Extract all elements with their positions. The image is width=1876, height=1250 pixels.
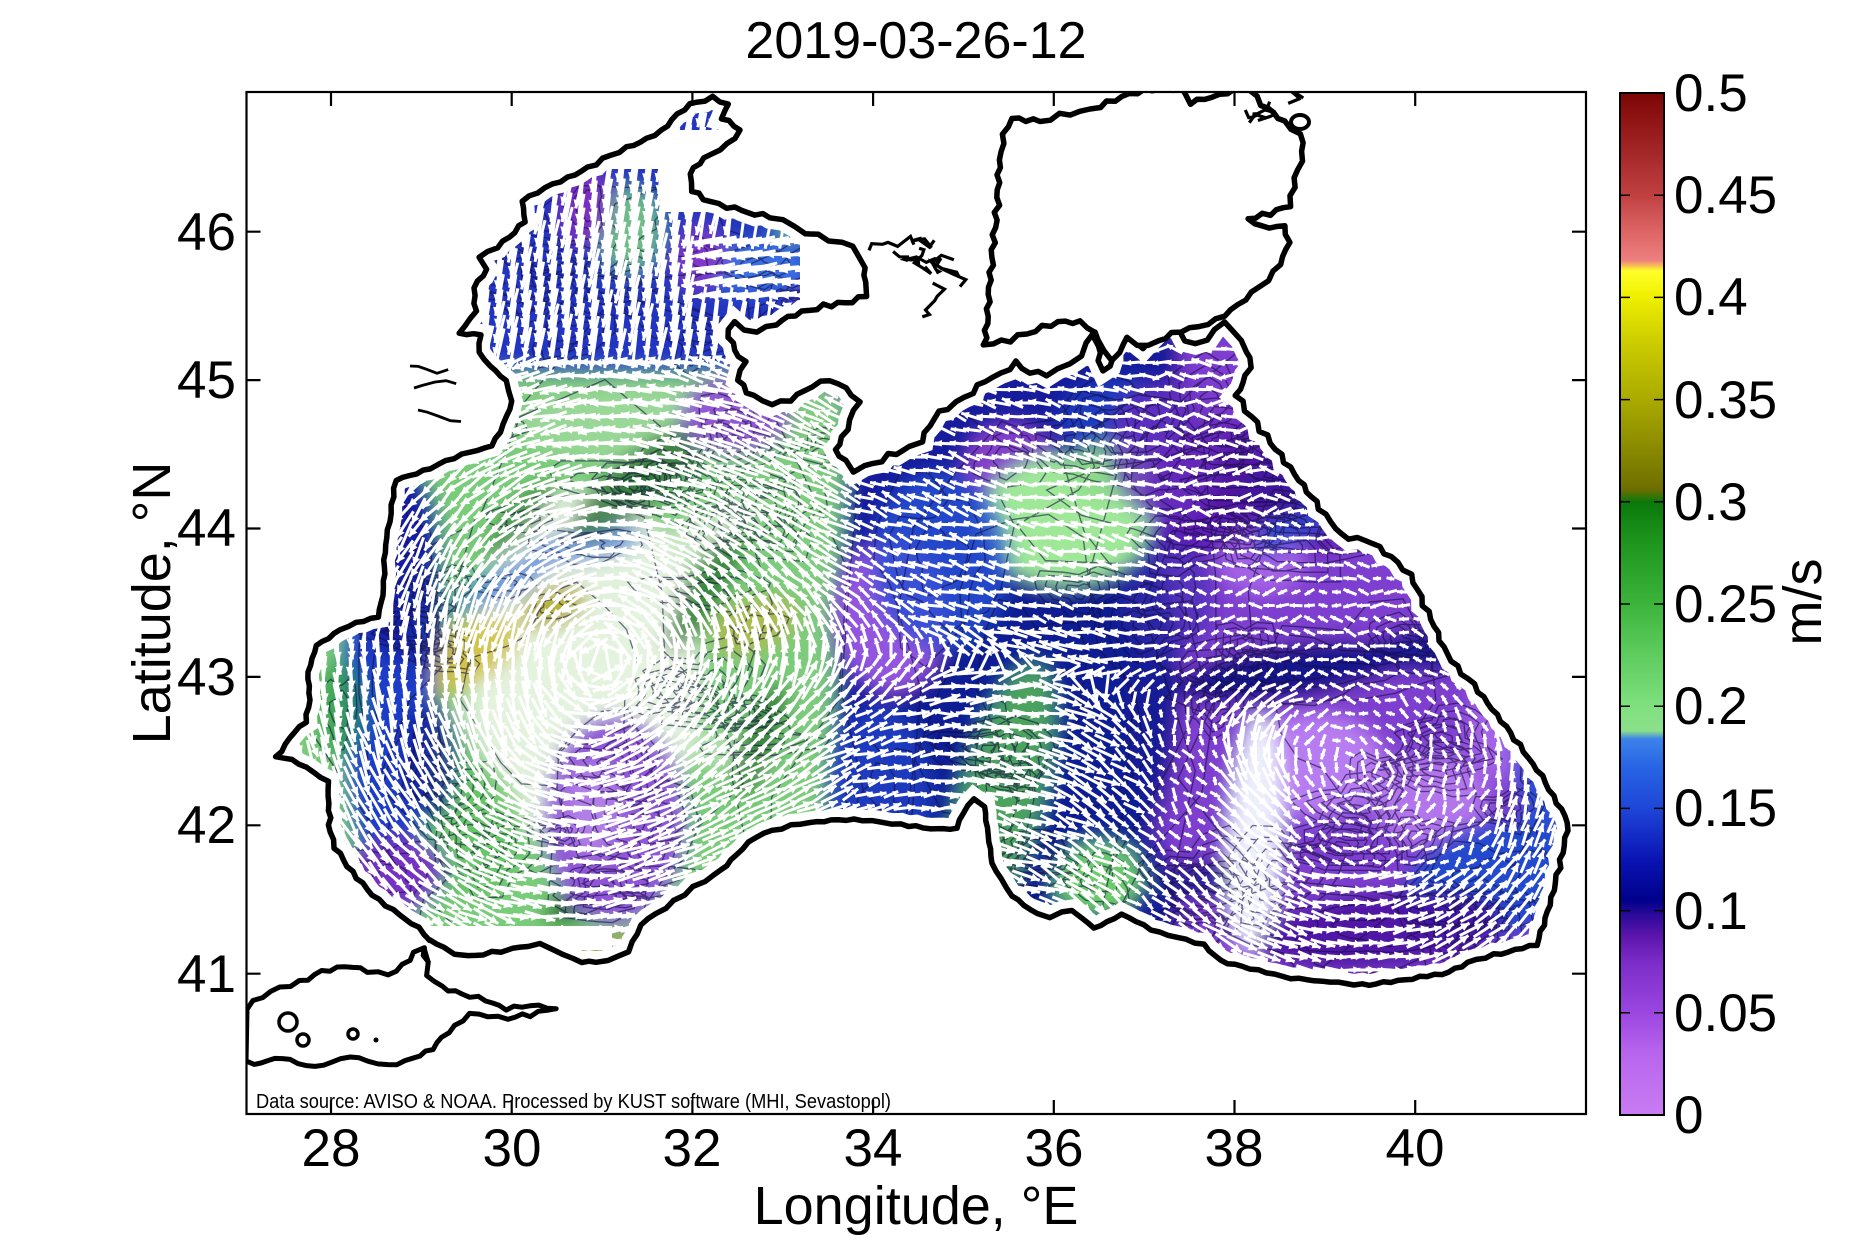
svg-text:36: 36 bbox=[1025, 1119, 1084, 1178]
svg-text:0.3: 0.3 bbox=[1674, 473, 1748, 532]
svg-text:m/s: m/s bbox=[1773, 559, 1833, 646]
svg-text:28: 28 bbox=[302, 1119, 361, 1178]
svg-text:45: 45 bbox=[177, 351, 236, 410]
svg-text:32: 32 bbox=[663, 1119, 722, 1178]
svg-text:0.1: 0.1 bbox=[1674, 882, 1748, 941]
svg-text:0: 0 bbox=[1674, 1086, 1703, 1145]
svg-text:0.5: 0.5 bbox=[1674, 64, 1748, 123]
svg-text:0.35: 0.35 bbox=[1674, 371, 1777, 430]
svg-text:0.15: 0.15 bbox=[1674, 779, 1777, 838]
svg-text:0.45: 0.45 bbox=[1674, 166, 1777, 225]
svg-text:2019-03-26-12: 2019-03-26-12 bbox=[745, 12, 1086, 70]
svg-text:40: 40 bbox=[1386, 1119, 1445, 1178]
svg-text:38: 38 bbox=[1205, 1119, 1264, 1178]
svg-text:34: 34 bbox=[844, 1119, 903, 1178]
svg-text:0.25: 0.25 bbox=[1674, 575, 1777, 634]
svg-text:0.2: 0.2 bbox=[1674, 677, 1748, 736]
svg-text:0.05: 0.05 bbox=[1674, 984, 1777, 1043]
svg-text:0.4: 0.4 bbox=[1674, 268, 1748, 327]
svg-text:Data source: AVISO & NOAA. Pro: Data source: AVISO & NOAA. Processed by … bbox=[256, 1091, 891, 1113]
svg-text:46: 46 bbox=[177, 203, 236, 262]
svg-text:44: 44 bbox=[177, 499, 236, 558]
svg-text:42: 42 bbox=[177, 796, 236, 855]
svg-text:30: 30 bbox=[483, 1119, 542, 1178]
svg-text:Latitude, °N: Latitude, °N bbox=[122, 462, 182, 745]
svg-text:41: 41 bbox=[177, 945, 236, 1004]
svg-text:43: 43 bbox=[177, 648, 236, 707]
svg-text:Longitude, °E: Longitude, °E bbox=[754, 1176, 1079, 1236]
